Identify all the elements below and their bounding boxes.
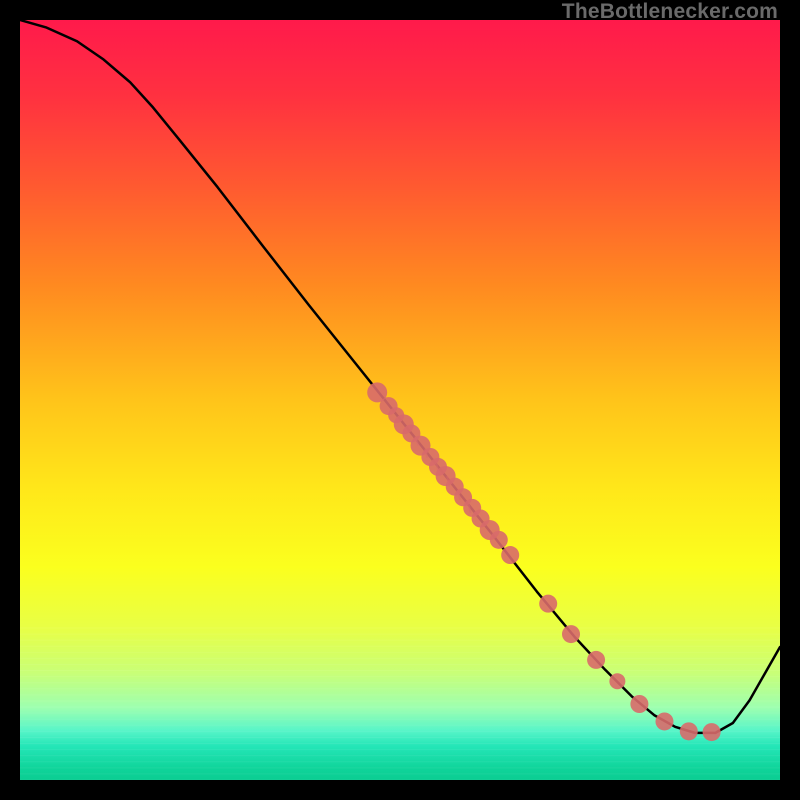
plot-area [20,20,780,780]
scatter-point [501,546,519,564]
scatter-point [539,595,557,613]
gradient-background [20,20,780,780]
chart-canvas: TheBottlenecker.com [0,0,800,800]
scatter-point [680,722,698,740]
scatter-point [609,673,625,689]
watermark-text: TheBottlenecker.com [562,0,778,24]
scatter-point [490,531,508,549]
scatter-point [703,723,721,741]
scatter-point [630,695,648,713]
scatter-point [587,651,605,669]
scatter-point [562,625,580,643]
plot-svg [20,20,780,780]
scatter-point [655,712,673,730]
